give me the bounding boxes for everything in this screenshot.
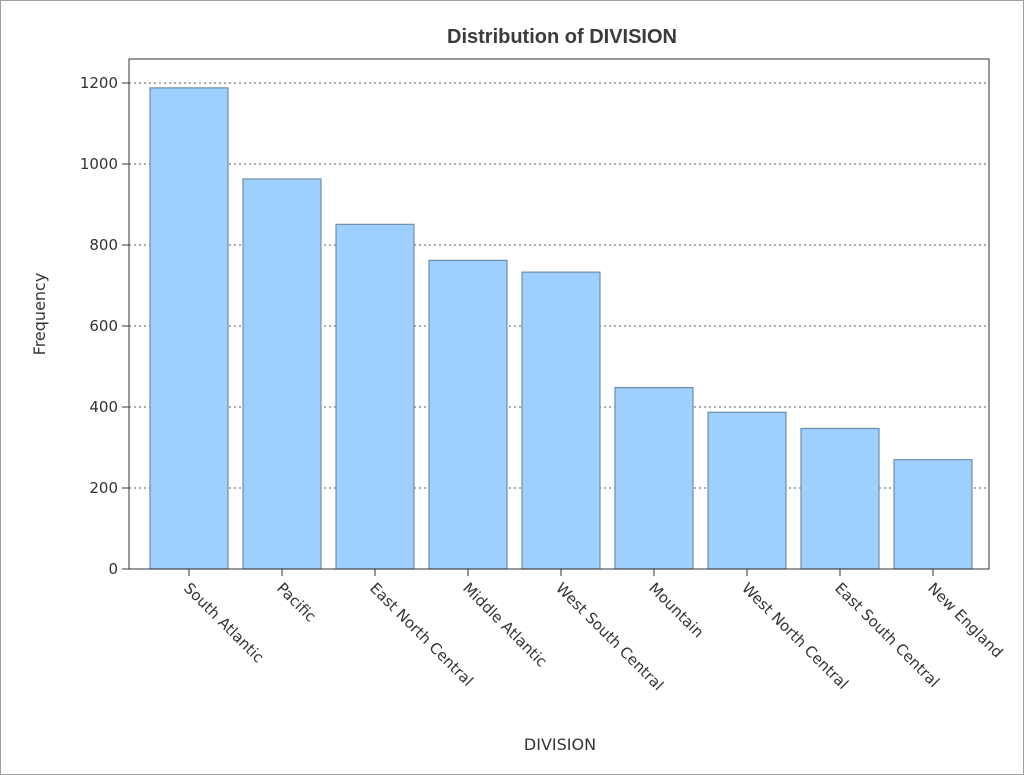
x-tick-label: Mountain [645,579,707,641]
bar-new-england [893,459,973,570]
y-axis-ticks: 0 200 400 600 800 1000 1200 [80,74,129,578]
y-tick-label: 1000 [80,155,118,173]
bar-west-south-central [521,271,601,570]
bar-south-atlantic [149,87,229,570]
y-tick-label: 200 [89,479,118,497]
x-tick-label: South Atlantic [180,579,267,666]
y-tick-label: 0 [108,560,118,578]
chart-title: Distribution of DIVISION [447,26,677,48]
x-tick-label: East North Central [366,579,477,690]
y-tick-label: 400 [89,398,118,416]
y-axis-label: Frequency [30,273,49,356]
x-axis-ticks: South Atlantic Pacific East North CentralM… [180,569,1006,694]
x-tick-label: East South Central [831,579,943,691]
bars [149,87,973,570]
x-axis-label: DIVISION [524,735,596,754]
bar-middle-atlantic [428,259,508,570]
y-tick-label: 1200 [80,74,118,92]
plot-area-border [128,58,990,570]
bar-east-south-central [800,427,880,570]
bar-mountain [614,386,694,570]
y-tick-label: 800 [89,236,118,254]
x-tick-label: Pacific [273,579,319,625]
x-tick-label: New England [924,579,1006,661]
y-tick-label: 600 [89,317,118,335]
x-tick-label: Middle Atlantic [459,579,550,670]
x-tick-label: West North Central [738,579,852,693]
bar-pacific [242,178,322,570]
bar-west-north-central [707,411,787,570]
bar-east-north-central [335,223,415,570]
